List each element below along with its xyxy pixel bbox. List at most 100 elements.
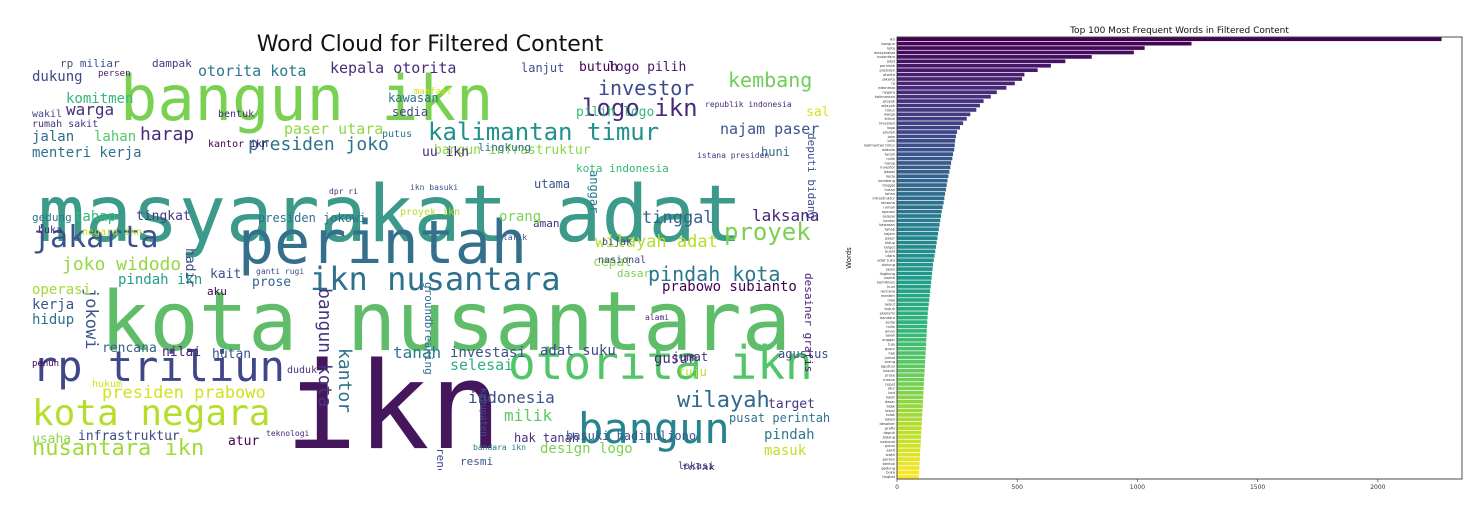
- cloud-word: infrastruktur: [78, 429, 180, 444]
- cloud-word: resmi: [460, 455, 494, 468]
- cloud-word: agustus: [778, 347, 829, 361]
- cloud-word: selesai: [450, 356, 514, 374]
- y-tick-label: otorita: [883, 73, 895, 77]
- y-tick-label: persen: [883, 457, 895, 461]
- y-tick-label: tuju: [888, 343, 895, 347]
- y-tick-label: infrastruktur: [872, 197, 895, 201]
- bar: [897, 474, 919, 479]
- cloud-word: utama: [534, 177, 571, 191]
- y-tick-label: joko: [887, 135, 895, 139]
- y-tick-label: milik: [886, 325, 895, 329]
- y-tick-label: kait: [888, 391, 895, 395]
- cloud-word: gedung: [32, 211, 72, 224]
- y-tick-label: hidup: [885, 241, 896, 245]
- y-tick-label: jokowi: [883, 170, 895, 174]
- cloud-word: rencana bangun: [434, 448, 447, 470]
- cloud-word: kalimantan timur: [428, 118, 660, 146]
- y-tick-label: milik: [886, 157, 895, 161]
- cloud-word: prabowo subianto: [662, 279, 797, 295]
- y-axis-label: Words: [845, 247, 853, 269]
- y-tick-label: najam: [884, 232, 896, 236]
- bar: [897, 466, 920, 470]
- cloud-word: otorita kota: [198, 62, 307, 80]
- cloud-word: rp miliar: [60, 58, 120, 70]
- y-tick-label: logo: [887, 126, 895, 130]
- cloud-word: aku: [207, 285, 227, 298]
- cloud-word: komitmen: [66, 91, 134, 107]
- bar: [897, 200, 944, 205]
- y-tick-label: pilih: [887, 139, 895, 143]
- y-tick-label: warga: [884, 113, 895, 117]
- y-tick-label: gedung: [881, 466, 895, 470]
- cloud-word: putus: [382, 129, 413, 140]
- cloud-word: republik indonesia: [705, 100, 792, 109]
- bar: [897, 236, 938, 240]
- y-tick-label: adat suku: [877, 259, 895, 263]
- cloud-word: aman: [533, 217, 560, 230]
- bar: [897, 37, 1442, 42]
- cloud-word: kantor: [334, 348, 355, 414]
- y-tick-label: kalimantan: [875, 95, 895, 99]
- y-tick-label: tolak: [886, 413, 896, 417]
- y-tick-label: triliun: [885, 117, 895, 121]
- bar: [897, 439, 921, 444]
- bar: [897, 435, 922, 439]
- cloud-word: wilayah: [677, 388, 770, 413]
- y-tick-label: deputi: [884, 431, 895, 435]
- y-tick-label: butuh: [884, 307, 895, 311]
- bar: [897, 253, 935, 258]
- cloud-word: tinggal: [642, 208, 714, 228]
- bar: [897, 302, 929, 307]
- y-tick-label: nusantara: [877, 55, 895, 59]
- cloud-word: ganti rugi: [256, 267, 305, 276]
- cloud-word: penuh: [32, 359, 60, 369]
- bar: [897, 130, 958, 134]
- y-tick-label: indonesia: [878, 86, 895, 90]
- bar: [897, 284, 931, 289]
- cloud-word: negara ikn: [82, 227, 143, 238]
- y-tick-label: kota: [887, 46, 895, 50]
- y-tick-label: grafis: [885, 426, 895, 430]
- bar: [897, 452, 921, 457]
- bar: [897, 293, 930, 298]
- cloud-word: pilih logo: [576, 105, 655, 120]
- cloud-word: bandara ikn: [473, 443, 526, 452]
- y-tick-label: widodo: [882, 148, 895, 152]
- y-tick-label: buka: [886, 471, 895, 475]
- cloud-word: alami: [645, 313, 670, 322]
- y-tick-label: masyarakat: [874, 51, 896, 55]
- y-tick-label: masuk: [883, 378, 896, 382]
- cloud-word: hak tanah: [514, 431, 580, 445]
- bar: [897, 267, 933, 271]
- bar: [897, 364, 925, 369]
- y-tick-label: basuki: [883, 369, 895, 373]
- y-tick-label: bentuk: [882, 462, 895, 466]
- bar: [897, 214, 941, 218]
- cloud-word: hadir: [182, 248, 197, 288]
- y-tick-label: kembang: [878, 179, 895, 183]
- y-tick-label: sedia: [885, 320, 895, 324]
- cloud-word: indonesia: [468, 388, 555, 407]
- cloud-word: najam paser: [720, 120, 820, 138]
- cloud-word: joko widodo: [62, 254, 182, 275]
- y-tick-label: adat: [887, 60, 896, 64]
- bar: [897, 311, 928, 316]
- y-tick-label: kalimantan timur: [864, 144, 895, 148]
- bar: [897, 413, 923, 417]
- x-tick-label: 1000: [1130, 484, 1145, 490]
- cloud-word: ikn basuki: [410, 183, 459, 192]
- bar: [897, 368, 925, 373]
- bar: [897, 205, 943, 210]
- cloud-word: lahan: [94, 129, 137, 145]
- bar: [897, 329, 927, 333]
- y-tick-label: orang: [885, 360, 895, 364]
- bar: [897, 156, 953, 161]
- cloud-word: logo pilih: [608, 60, 687, 75]
- cloud-word: tanah: [393, 343, 442, 362]
- bar: [897, 227, 939, 232]
- bar: [897, 245, 936, 249]
- y-tick-label: resmi: [885, 409, 895, 413]
- cloud-word: tahap: [74, 209, 117, 225]
- bar: [897, 77, 1023, 81]
- cloud-word: duduk: [287, 365, 318, 376]
